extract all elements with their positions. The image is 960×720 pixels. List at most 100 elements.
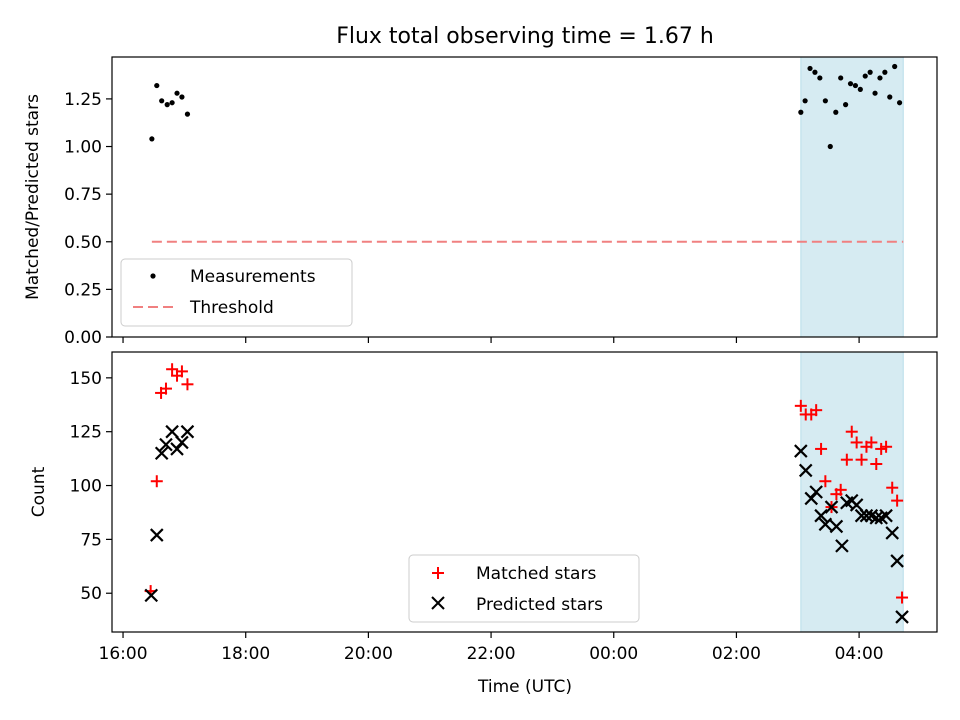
measurement-point (852, 82, 859, 89)
matched-point (850, 436, 863, 449)
predicted-point (165, 424, 179, 439)
top-span (800, 56, 904, 338)
matched-point (175, 365, 188, 378)
predicted-point (144, 588, 159, 603)
x-tick-label: 16:00 (99, 644, 148, 664)
matched-point (840, 453, 853, 466)
matched-point (166, 363, 179, 376)
matched-point (886, 481, 899, 494)
top-axes-frame (111, 56, 938, 338)
matched-point (870, 458, 883, 470)
predicted-point (890, 554, 904, 568)
y-tick-label: 1.25 (64, 90, 102, 110)
measurement-point (159, 98, 165, 104)
measurement-point (892, 63, 898, 70)
bottom-axes-frame (111, 351, 938, 633)
predicted-point (835, 539, 849, 553)
chart-title: Flux total observing time = 1.67 h (336, 24, 714, 49)
measurement-point (798, 109, 804, 115)
y-tick-label: 50 (80, 584, 102, 604)
y-tick-label: 125 (70, 423, 102, 443)
matched-point (891, 494, 904, 507)
predicted-point (154, 446, 169, 461)
measurement-point (857, 86, 863, 92)
legend-matched-label: Matched stars (476, 564, 596, 584)
measurement-point (887, 94, 893, 100)
measurement-point (896, 100, 903, 106)
predicted-point (180, 424, 195, 439)
measurement-point (862, 73, 868, 79)
matched-point (819, 475, 832, 488)
measurement-point (169, 100, 175, 106)
legend-measurements-label: Measurements (190, 267, 316, 287)
predicted-point (879, 508, 893, 523)
matched-point (845, 425, 858, 438)
measurement-point (164, 102, 170, 108)
top-legend-box (120, 258, 353, 327)
measurement-point (812, 69, 818, 75)
legend-predicted-label: Predicted stars (476, 595, 603, 615)
x-tick-label: 04:00 (835, 644, 884, 664)
bottom-y-ticks: 50 75 100 125 150 (70, 369, 112, 604)
predicted-point (824, 500, 839, 514)
matched-point (810, 404, 823, 417)
measurement-point (843, 102, 849, 108)
predicted-point (829, 519, 844, 534)
predicted-point (149, 528, 164, 542)
y-tick-label: 0.00 (64, 328, 102, 348)
top-panel: 0.00 0.25 0.50 0.75 1.00 1.25 Matched/Predict… (23, 56, 938, 348)
top-legend: Measurements Threshold (120, 258, 353, 327)
predicted-point (809, 485, 823, 499)
y-tick-label: 100 (70, 477, 102, 497)
predicted-point (814, 508, 828, 523)
matched-point (815, 442, 828, 455)
measurement-point (838, 75, 844, 81)
predicted-point (895, 610, 909, 624)
legend-threshold-label: Threshold (189, 298, 274, 318)
matched-points (144, 363, 909, 604)
y-tick-label: 0.25 (64, 280, 102, 300)
measurement-point (184, 111, 191, 117)
measurement-point (867, 69, 873, 75)
measurement-point (827, 143, 833, 150)
measurement-point (149, 136, 155, 142)
top-x-ticks (122, 337, 860, 343)
y-tick-label: 0.75 (64, 185, 102, 205)
matched-point (834, 483, 847, 496)
measurement-point (882, 69, 888, 75)
bottom-x-ticks: 16:00 18:00 20:00 22:00 00:00 02:00 04:00 (99, 632, 884, 664)
matched-point (896, 591, 909, 604)
predicted-point (849, 498, 864, 512)
predicted-point (854, 508, 869, 523)
measurement-point (807, 65, 813, 72)
measurement-point (877, 75, 883, 81)
bottom-legend: Matched stars Predicted stars (408, 554, 640, 623)
matched-point (880, 440, 893, 453)
y-tick-label: 75 (80, 530, 102, 550)
predicted-point (794, 444, 808, 458)
predicted-point (798, 463, 813, 478)
matched-point (794, 399, 807, 412)
measurement-points (149, 63, 903, 150)
matched-point (150, 475, 163, 488)
top-y-ticks: 0.00 0.25 0.50 0.75 1.00 1.25 (64, 90, 112, 348)
legend-predicted-marker (431, 596, 445, 610)
x-tick-label: 02:00 (712, 644, 761, 664)
y-tick-label: 0.50 (64, 233, 102, 253)
legend-measurements-marker (150, 273, 156, 279)
measurement-point (872, 90, 878, 96)
matched-point (159, 382, 172, 395)
bottom-span (800, 351, 904, 633)
x-tick-label: 18:00 (221, 644, 270, 664)
bottom-panel: 50 75 100 125 150 16:00 18:00 20:00 22:00 00:00 0… (29, 351, 938, 697)
matched-point (181, 378, 194, 391)
x-axis-label: Time (UTC) (477, 677, 572, 697)
bottom-legend-box (408, 554, 640, 623)
measurement-point (817, 75, 823, 81)
x-tick-label: 00:00 (589, 644, 638, 664)
y-tick-label: 150 (70, 369, 102, 389)
predicted-points (144, 424, 909, 624)
predicted-point (818, 517, 833, 532)
legend-matched-marker (432, 567, 444, 579)
x-tick-label: 22:00 (467, 644, 516, 664)
